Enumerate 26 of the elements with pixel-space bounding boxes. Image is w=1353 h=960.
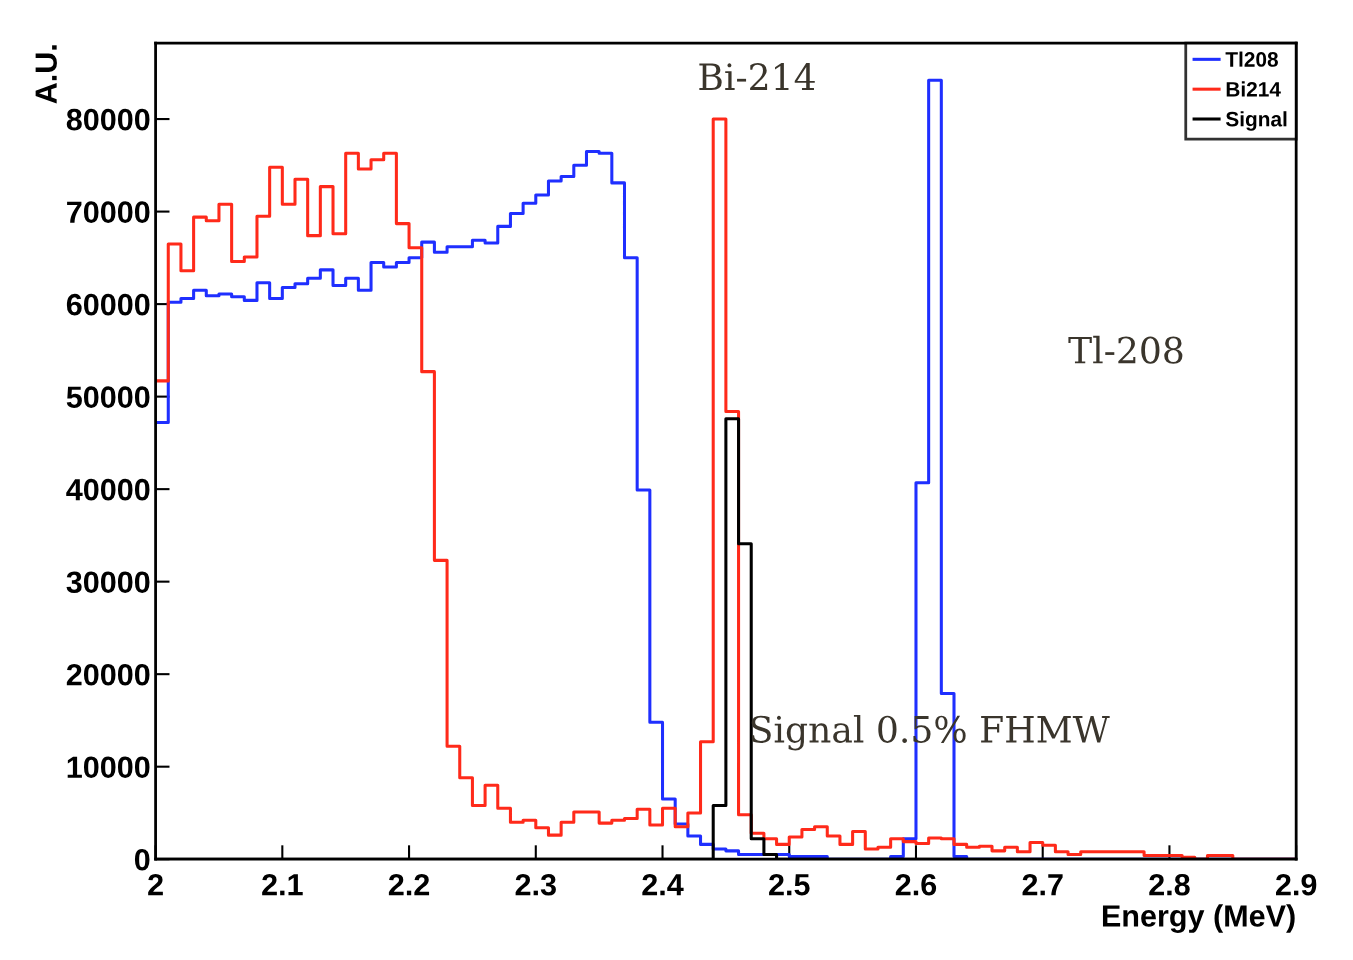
x-tick-label: 2.4	[642, 873, 684, 896]
y-tick-label: 80000	[66, 108, 150, 131]
y-axis-title: A.U.	[35, 45, 57, 104]
y-tick-label: 40000	[66, 478, 150, 501]
x-axis-title: Energy (MeV)	[1102, 904, 1295, 933]
x-tick-label: 2.1	[262, 873, 303, 896]
y-tick-label: 20000	[66, 663, 150, 686]
x-tick-label: 2	[148, 873, 163, 896]
y-tick-label: 50000	[66, 386, 150, 408]
y-tick-label: 30000	[66, 571, 150, 594]
x-tick-label: 2.2	[388, 873, 430, 896]
legend-label: Signal	[1225, 111, 1287, 131]
x-tick-label: 2.7	[1022, 873, 1063, 896]
y-tick-label: 10000	[67, 756, 150, 779]
y-tick-label: 0	[134, 848, 150, 871]
legend-label: Bi214	[1226, 81, 1281, 97]
y-tick-label: 70000	[67, 201, 150, 223]
annotation: Tl-208	[1068, 335, 1183, 364]
x-tick-label: 2.6	[895, 873, 937, 896]
x-tick-label: 2.5	[769, 873, 810, 896]
annotation: Bi-214	[699, 63, 815, 90]
x-tick-label: 2.9	[1276, 873, 1317, 896]
legend-label: Tl208	[1225, 51, 1278, 67]
y-tick-label: 60000	[66, 293, 150, 316]
x-tick-label: 2.8	[1149, 873, 1190, 896]
x-tick-label: 2.3	[515, 873, 556, 896]
